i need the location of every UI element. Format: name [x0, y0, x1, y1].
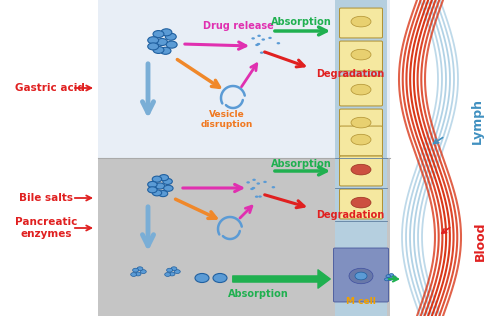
- Circle shape: [140, 270, 146, 274]
- Text: Lymph: Lymph: [470, 98, 484, 144]
- Circle shape: [268, 37, 272, 39]
- Circle shape: [171, 267, 177, 270]
- Circle shape: [174, 270, 180, 274]
- Circle shape: [137, 267, 143, 270]
- Circle shape: [165, 273, 171, 276]
- Circle shape: [260, 52, 264, 54]
- Circle shape: [131, 273, 137, 276]
- Circle shape: [158, 191, 168, 197]
- Text: Gastric acid: Gastric acid: [15, 83, 85, 93]
- Ellipse shape: [351, 49, 371, 60]
- Ellipse shape: [351, 164, 371, 175]
- Text: Vesicle
disruption: Vesicle disruption: [201, 110, 253, 129]
- Circle shape: [147, 181, 157, 187]
- Ellipse shape: [351, 134, 371, 145]
- Circle shape: [156, 39, 168, 46]
- Circle shape: [152, 176, 162, 182]
- Circle shape: [251, 37, 255, 40]
- Bar: [98, 0, 390, 158]
- Circle shape: [255, 44, 259, 46]
- FancyBboxPatch shape: [340, 156, 383, 186]
- Circle shape: [135, 272, 141, 276]
- Text: M cell: M cell: [346, 297, 376, 306]
- FancyBboxPatch shape: [340, 41, 383, 71]
- Circle shape: [252, 187, 255, 189]
- Circle shape: [155, 183, 165, 189]
- Circle shape: [392, 276, 396, 279]
- FancyBboxPatch shape: [340, 109, 383, 139]
- Circle shape: [388, 277, 392, 280]
- FancyBboxPatch shape: [340, 8, 383, 38]
- Circle shape: [349, 268, 373, 284]
- Bar: [98, 158, 390, 316]
- Circle shape: [163, 179, 172, 185]
- Circle shape: [386, 275, 391, 277]
- FancyBboxPatch shape: [340, 76, 383, 106]
- Circle shape: [263, 181, 267, 183]
- Circle shape: [257, 35, 261, 37]
- Circle shape: [276, 42, 280, 44]
- Text: Bile salts: Bile salts: [19, 193, 73, 203]
- Text: Absorption: Absorption: [228, 289, 289, 299]
- Circle shape: [389, 274, 393, 276]
- Ellipse shape: [351, 117, 371, 128]
- FancyBboxPatch shape: [340, 189, 383, 219]
- Text: Blood: Blood: [473, 221, 487, 261]
- Circle shape: [252, 179, 256, 181]
- Circle shape: [246, 181, 250, 184]
- Circle shape: [195, 273, 209, 283]
- Circle shape: [250, 188, 254, 190]
- Circle shape: [153, 46, 164, 53]
- Text: Pancreatic
enzymes: Pancreatic enzymes: [15, 217, 77, 239]
- Circle shape: [133, 268, 139, 272]
- Circle shape: [148, 43, 159, 50]
- Circle shape: [165, 33, 176, 40]
- Circle shape: [385, 278, 389, 281]
- Circle shape: [271, 186, 275, 188]
- Bar: [335, 0, 387, 316]
- Circle shape: [161, 29, 172, 36]
- Circle shape: [159, 175, 169, 181]
- Text: Absorption: Absorption: [270, 17, 331, 27]
- Circle shape: [257, 43, 260, 45]
- Circle shape: [262, 38, 265, 41]
- Circle shape: [258, 195, 262, 198]
- Circle shape: [164, 185, 173, 191]
- Ellipse shape: [351, 197, 371, 208]
- Circle shape: [167, 268, 172, 272]
- Circle shape: [169, 272, 175, 276]
- FancyBboxPatch shape: [340, 126, 383, 156]
- Text: Degradation: Degradation: [316, 69, 384, 79]
- Circle shape: [160, 47, 171, 54]
- Circle shape: [166, 41, 177, 48]
- Ellipse shape: [351, 84, 371, 95]
- Circle shape: [147, 187, 157, 193]
- Circle shape: [213, 273, 227, 283]
- Circle shape: [263, 52, 267, 54]
- Circle shape: [255, 196, 258, 198]
- Text: Degradation: Degradation: [316, 210, 384, 220]
- Text: Drug release: Drug release: [203, 21, 273, 31]
- Circle shape: [355, 272, 367, 280]
- Ellipse shape: [351, 16, 371, 27]
- Text: Absorption: Absorption: [270, 159, 331, 169]
- Circle shape: [256, 182, 260, 185]
- Circle shape: [153, 31, 164, 38]
- Circle shape: [148, 37, 159, 44]
- FancyBboxPatch shape: [334, 248, 389, 302]
- Circle shape: [152, 190, 162, 196]
